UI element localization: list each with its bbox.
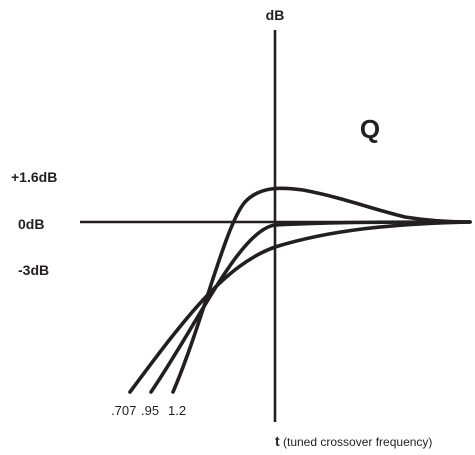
- level-label-peak: +1.6dB: [11, 169, 57, 185]
- level-label-zero: 0dB: [18, 216, 44, 232]
- diagram-title-q: Q: [360, 114, 380, 144]
- curve-label-095: .95: [141, 403, 159, 418]
- curve-q-0707: [128, 220, 472, 394]
- level-label-minus3: -3dB: [18, 262, 49, 278]
- curve-label-12: 1.2: [168, 403, 186, 418]
- x-axis-label: t (tuned crossover frequency): [275, 433, 432, 449]
- x-axis-label-description: (tuned crossover frequency): [280, 435, 433, 449]
- curve-label-0707: .707: [111, 403, 136, 418]
- x-axis-label-t: t: [275, 433, 280, 449]
- curve-q-12: [171, 186, 472, 394]
- y-axis-label: dB: [266, 7, 285, 23]
- curve-q-095: [149, 220, 472, 394]
